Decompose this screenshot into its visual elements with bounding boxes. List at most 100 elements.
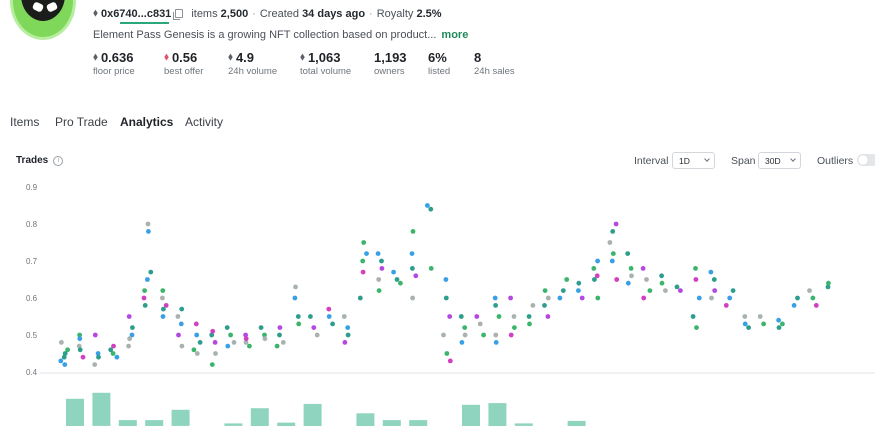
trade-dot[interactable] — [225, 343, 231, 349]
trade-dot[interactable] — [595, 295, 601, 301]
trade-dot[interactable] — [76, 343, 82, 349]
trade-dot[interactable] — [493, 332, 499, 338]
more-link[interactable]: more — [441, 29, 469, 41]
trade-dot[interactable] — [62, 362, 68, 367]
trade-dot[interactable] — [345, 325, 351, 330]
trade-dot[interactable] — [810, 295, 816, 301]
trade-dot[interactable] — [428, 266, 434, 271]
trade-dot[interactable] — [576, 280, 582, 286]
trade-dot[interactable] — [640, 266, 646, 271]
trade-dot[interactable] — [92, 332, 98, 338]
trade-dot[interactable] — [512, 325, 517, 330]
trade-dot[interactable] — [496, 314, 502, 319]
trade-dot[interactable] — [761, 321, 766, 327]
trade-dot[interactable] — [62, 351, 68, 356]
trade-dot[interactable] — [108, 347, 114, 353]
trade-dot[interactable] — [193, 321, 199, 327]
trade-dot[interactable] — [148, 269, 154, 275]
trade-dot[interactable] — [243, 340, 249, 345]
trade-dot[interactable] — [579, 295, 585, 301]
trade-dot[interactable] — [114, 354, 120, 360]
trade-dot[interactable] — [641, 295, 647, 301]
trade-dot[interactable] — [296, 321, 302, 327]
trade-dot[interactable] — [493, 340, 499, 345]
trade-dot[interactable] — [780, 321, 785, 327]
volume-bar[interactable] — [462, 404, 480, 426]
trade-dot[interactable] — [145, 277, 150, 282]
trade-dot[interactable] — [813, 303, 819, 308]
volume-bar[interactable] — [145, 420, 164, 426]
trade-dot[interactable] — [277, 332, 282, 338]
trade-dot[interactable] — [178, 321, 184, 327]
trade-dot[interactable] — [542, 288, 548, 293]
trade-dot[interactable] — [613, 221, 619, 227]
volume-bar[interactable] — [514, 423, 533, 426]
volume-bar[interactable] — [277, 422, 296, 426]
trade-dot[interactable] — [326, 306, 332, 312]
trade-dot[interactable] — [644, 277, 649, 282]
trade-dot[interactable] — [96, 354, 101, 360]
trade-dot[interactable] — [95, 351, 101, 356]
trade-dot[interactable] — [825, 284, 831, 290]
trade-dot[interactable] — [795, 295, 800, 301]
trade-dot[interactable] — [625, 280, 631, 286]
trade-dot[interactable] — [526, 314, 532, 319]
volume-bar[interactable] — [92, 392, 111, 426]
trade-dot[interactable] — [492, 295, 498, 301]
trade-dot[interactable] — [727, 295, 733, 301]
trade-dot[interactable] — [126, 343, 131, 349]
info-icon[interactable]: i — [53, 155, 64, 166]
trade-dot[interactable] — [742, 321, 748, 327]
trade-dot[interactable] — [274, 343, 280, 349]
trade-dot[interactable] — [160, 295, 165, 301]
trade-dot[interactable] — [364, 251, 369, 256]
trade-dot[interactable] — [209, 362, 215, 367]
trade-dot[interactable] — [564, 277, 570, 282]
contract-address[interactable]: 0x6740...c831 — [100, 7, 172, 20]
trade-dot[interactable] — [376, 288, 382, 293]
trade-dot[interactable] — [610, 229, 616, 234]
trade-dot[interactable] — [179, 343, 185, 349]
trade-dot[interactable] — [293, 284, 298, 290]
trade-dot[interactable] — [360, 258, 366, 264]
trade-dot[interactable] — [545, 314, 551, 319]
trade-dot[interactable] — [614, 277, 620, 282]
trade-dot[interactable] — [493, 303, 498, 308]
trade-dot[interactable] — [447, 314, 453, 319]
volume-bar[interactable] — [303, 403, 322, 426]
trade-dot[interactable] — [160, 288, 166, 293]
trade-dot[interactable] — [711, 277, 717, 282]
trade-dot[interactable] — [163, 303, 169, 308]
trade-dot[interactable] — [277, 325, 283, 330]
trade-dot[interactable] — [92, 362, 98, 367]
trade-dot[interactable] — [459, 340, 465, 345]
trade-dot[interactable] — [146, 229, 151, 234]
trade-dot[interactable] — [413, 273, 419, 279]
trade-dot[interactable] — [609, 258, 615, 264]
trade-dot[interactable] — [161, 306, 166, 312]
tab-analytics[interactable]: Analytics — [120, 115, 174, 129]
span-select[interactable]: 30D — [758, 152, 801, 169]
trade-dot[interactable] — [591, 266, 597, 271]
volume-bar[interactable] — [118, 420, 137, 426]
interval-select[interactable]: 1D — [672, 152, 715, 169]
trade-dot[interactable] — [110, 351, 116, 356]
trade-dot[interactable] — [342, 340, 348, 345]
trade-dot[interactable] — [410, 295, 415, 301]
trade-dot[interactable] — [410, 266, 415, 271]
trade-dot[interactable] — [295, 314, 301, 319]
trade-dot[interactable] — [65, 347, 70, 353]
trade-dot[interactable] — [194, 332, 200, 338]
trade-dot[interactable] — [58, 358, 64, 364]
trade-dot[interactable] — [826, 280, 831, 286]
trade-dot[interactable] — [376, 277, 382, 282]
trade-dot[interactable] — [308, 314, 313, 319]
trade-dot[interactable] — [462, 325, 468, 330]
trade-dot[interactable] — [311, 325, 317, 330]
trade-dot[interactable] — [194, 351, 200, 356]
trade-dot[interactable] — [607, 240, 613, 245]
trade-dot[interactable] — [360, 269, 366, 275]
trade-dot[interactable] — [280, 340, 286, 345]
trade-dot[interactable] — [247, 343, 252, 349]
volume-bar[interactable] — [171, 409, 190, 426]
